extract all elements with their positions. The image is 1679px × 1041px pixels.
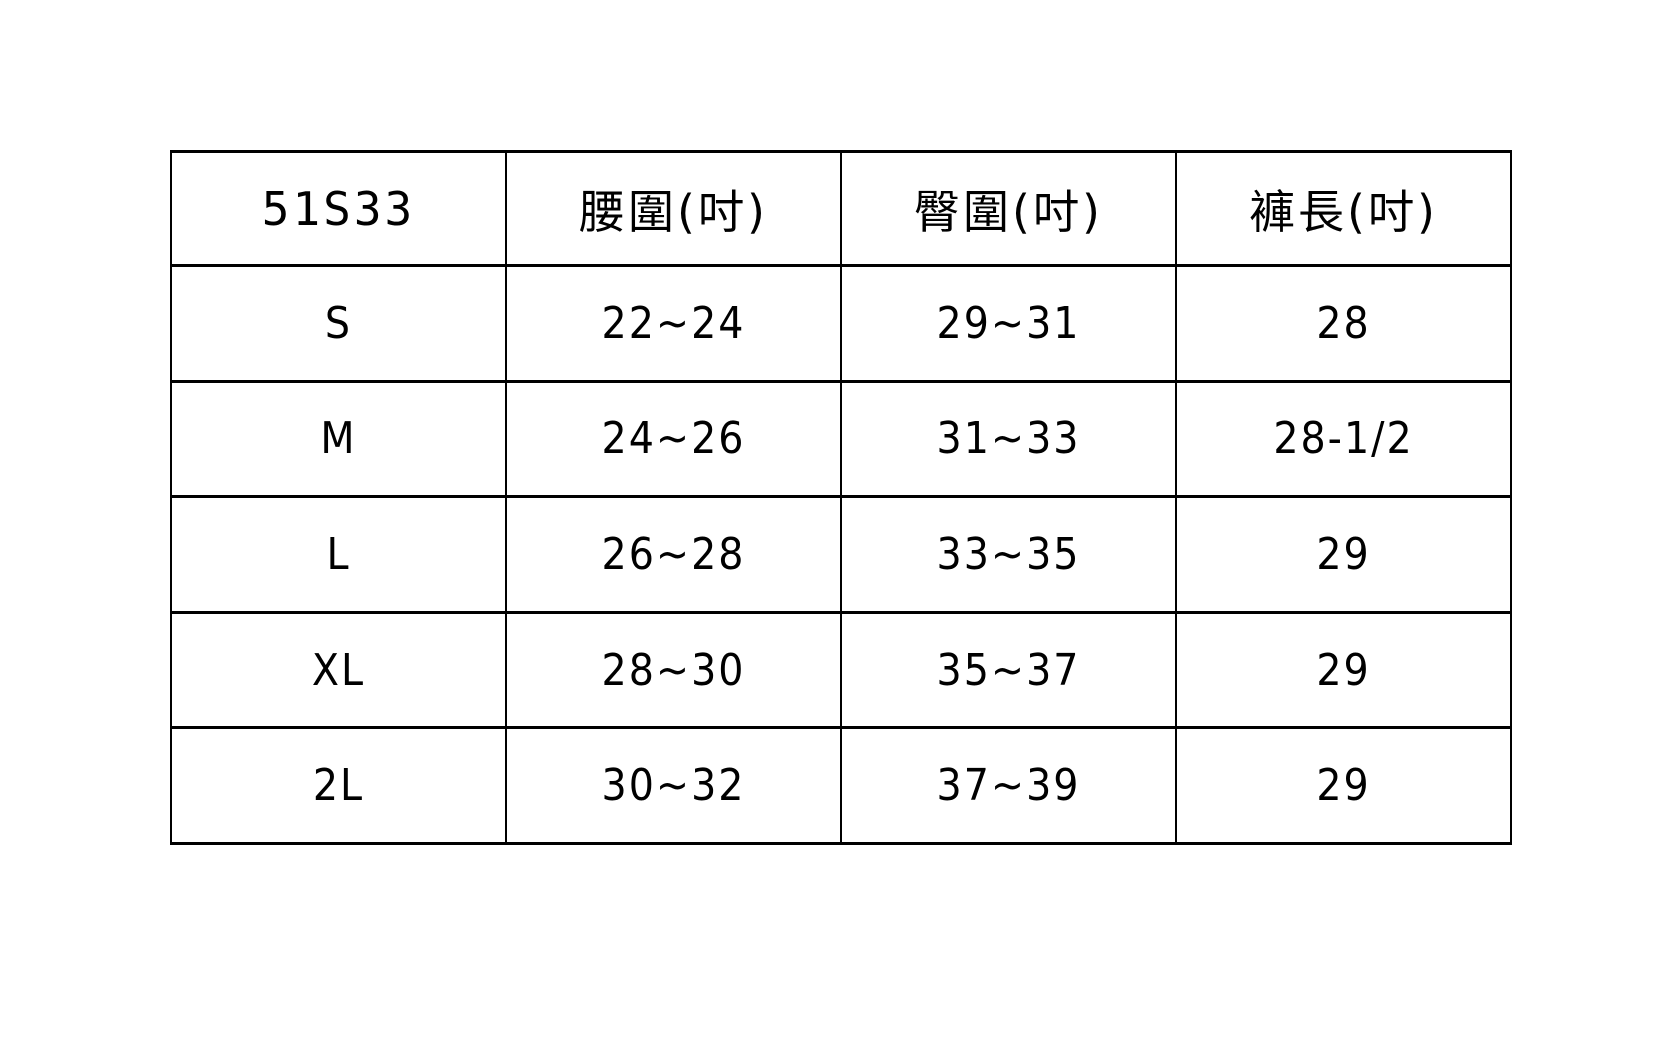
table-row-s: S 22~24 29~31 28 bbox=[170, 264, 1512, 383]
length-value: 29 bbox=[1175, 495, 1512, 614]
hip-value: 35~37 bbox=[840, 610, 1177, 730]
size-label: S bbox=[170, 264, 507, 383]
size-label: XL bbox=[170, 610, 507, 730]
size-chart-table: 51S33 腰圍(吋) 臀圍(吋) 褲長(吋) S 22~24 29~31 28… bbox=[170, 150, 1512, 845]
header-waist: 腰圍(吋) bbox=[505, 150, 842, 267]
header-product-code: 51S33 bbox=[170, 150, 507, 267]
table-row-xl: XL 28~30 35~37 29 bbox=[170, 610, 1512, 730]
waist-value: 22~24 bbox=[505, 264, 842, 383]
size-label: 2L bbox=[170, 726, 507, 845]
table-row-l: L 26~28 33~35 29 bbox=[170, 495, 1512, 614]
size-label: M bbox=[170, 379, 507, 499]
table-row-2l: 2L 30~32 37~39 29 bbox=[170, 726, 1512, 845]
length-value: 28-1/2 bbox=[1175, 379, 1512, 499]
size-label: L bbox=[170, 495, 507, 614]
table-row-m: M 24~26 31~33 28-1/2 bbox=[170, 379, 1512, 499]
length-value: 29 bbox=[1175, 726, 1512, 845]
header-pant-length: 褲長(吋) bbox=[1175, 150, 1512, 267]
hip-value: 31~33 bbox=[840, 379, 1177, 499]
length-value: 29 bbox=[1175, 610, 1512, 730]
waist-value: 30~32 bbox=[505, 726, 842, 845]
table-header-row: 51S33 腰圍(吋) 臀圍(吋) 褲長(吋) bbox=[170, 150, 1512, 267]
length-value: 28 bbox=[1175, 264, 1512, 383]
hip-value: 29~31 bbox=[840, 264, 1177, 383]
hip-value: 33~35 bbox=[840, 495, 1177, 614]
hip-value: 37~39 bbox=[840, 726, 1177, 845]
waist-value: 24~26 bbox=[505, 379, 842, 499]
header-hip: 臀圍(吋) bbox=[840, 150, 1177, 267]
waist-value: 28~30 bbox=[505, 610, 842, 730]
waist-value: 26~28 bbox=[505, 495, 842, 614]
